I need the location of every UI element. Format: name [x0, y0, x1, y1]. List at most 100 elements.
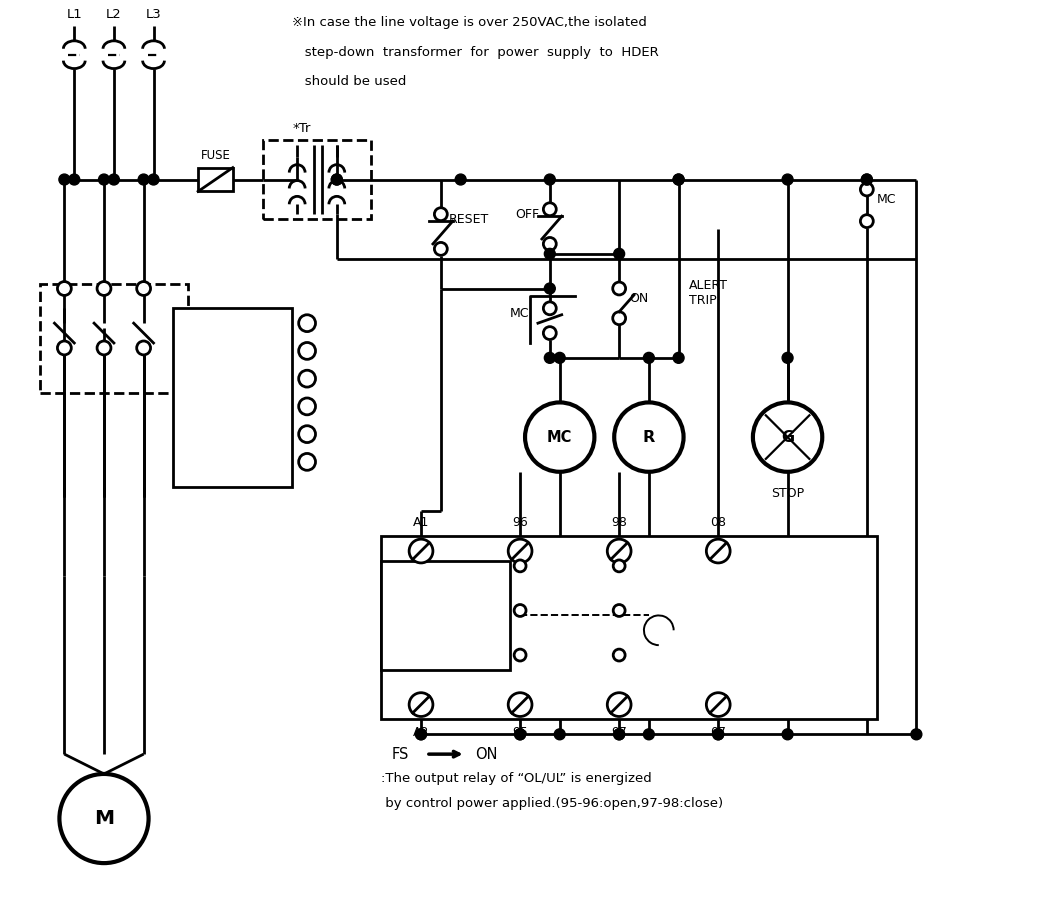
- Circle shape: [782, 174, 793, 185]
- Circle shape: [673, 174, 684, 185]
- Text: R: R: [642, 430, 655, 445]
- Bar: [174, 309, 293, 487]
- Circle shape: [508, 539, 532, 563]
- Text: MC: MC: [198, 336, 218, 350]
- Circle shape: [614, 560, 625, 572]
- Circle shape: [455, 174, 466, 185]
- Text: by control power applied.(95-96:open,97-98:close): by control power applied.(95-96:open,97-…: [382, 797, 724, 810]
- Circle shape: [643, 353, 654, 363]
- Circle shape: [138, 174, 149, 185]
- Text: MC: MC: [510, 307, 530, 319]
- Bar: [39, 283, 189, 393]
- Circle shape: [861, 183, 873, 196]
- Circle shape: [614, 403, 684, 472]
- Circle shape: [673, 174, 684, 185]
- Circle shape: [862, 174, 872, 185]
- Circle shape: [862, 174, 872, 185]
- Circle shape: [99, 174, 109, 185]
- Circle shape: [299, 370, 316, 388]
- Circle shape: [137, 341, 151, 355]
- Circle shape: [673, 353, 684, 363]
- Circle shape: [544, 203, 556, 215]
- Bar: [382, 536, 877, 719]
- Text: step-down  transformer  for  power  supply  to  HDER: step-down transformer for power supply t…: [293, 46, 659, 59]
- Circle shape: [332, 174, 342, 185]
- Circle shape: [299, 454, 316, 470]
- Circle shape: [416, 729, 426, 740]
- Text: ON: ON: [629, 292, 649, 305]
- Circle shape: [514, 649, 526, 661]
- Circle shape: [614, 729, 624, 740]
- Bar: [263, 140, 371, 219]
- Circle shape: [706, 539, 730, 563]
- Circle shape: [782, 729, 793, 740]
- Text: ON: ON: [476, 746, 498, 762]
- Circle shape: [332, 174, 342, 185]
- Text: 08: 08: [710, 517, 726, 529]
- Text: should be used: should be used: [293, 75, 407, 89]
- Circle shape: [712, 729, 724, 740]
- Text: ※In case the line voltage is over 250VAC,the isolated: ※In case the line voltage is over 250VAC…: [293, 16, 647, 29]
- Text: G: G: [781, 430, 794, 445]
- Circle shape: [554, 729, 565, 740]
- Text: HDER-3DE: HDER-3DE: [226, 365, 240, 430]
- Text: STOP: STOP: [771, 487, 805, 500]
- Text: MC: MC: [877, 193, 897, 205]
- Circle shape: [299, 426, 316, 442]
- Circle shape: [525, 403, 595, 472]
- Text: HDER
-3DE: HDER -3DE: [428, 601, 463, 630]
- Bar: [382, 561, 510, 670]
- Circle shape: [416, 729, 426, 740]
- Text: A2: A2: [412, 727, 429, 739]
- Circle shape: [299, 398, 316, 414]
- Text: FUSE: FUSE: [201, 149, 231, 161]
- Text: RESET: RESET: [448, 213, 489, 226]
- Circle shape: [299, 315, 316, 332]
- Circle shape: [545, 174, 555, 185]
- Circle shape: [59, 174, 70, 185]
- Circle shape: [545, 353, 555, 363]
- Circle shape: [69, 174, 80, 185]
- Circle shape: [514, 605, 526, 616]
- Text: ALERT
TRIP: ALERT TRIP: [689, 280, 727, 308]
- Circle shape: [712, 729, 724, 740]
- Circle shape: [435, 208, 447, 221]
- Text: MC: MC: [547, 430, 572, 445]
- Text: L3: L3: [145, 8, 161, 21]
- Circle shape: [57, 341, 71, 355]
- Text: FS: FS: [391, 746, 409, 762]
- Circle shape: [614, 605, 625, 616]
- Text: AL
/UL: AL /UL: [630, 570, 648, 591]
- Circle shape: [59, 774, 148, 863]
- Circle shape: [545, 248, 555, 259]
- Circle shape: [643, 729, 654, 740]
- Text: A1: A1: [412, 517, 429, 529]
- Circle shape: [607, 692, 631, 717]
- Circle shape: [435, 242, 447, 256]
- Circle shape: [299, 343, 316, 360]
- Bar: [198, 168, 233, 191]
- Circle shape: [613, 282, 625, 295]
- Circle shape: [614, 649, 625, 661]
- Text: OL
/UL: OL /UL: [526, 570, 544, 591]
- Text: 97: 97: [612, 727, 628, 739]
- Circle shape: [861, 214, 873, 228]
- Circle shape: [614, 729, 624, 740]
- Text: L1: L1: [67, 8, 82, 21]
- Circle shape: [148, 174, 159, 185]
- Circle shape: [613, 312, 625, 325]
- Circle shape: [98, 341, 111, 355]
- Circle shape: [409, 539, 432, 563]
- Text: 98: 98: [612, 517, 628, 529]
- Text: :The output relay of “OL/UL” is energized: :The output relay of “OL/UL” is energize…: [382, 772, 652, 786]
- Circle shape: [544, 302, 556, 315]
- Circle shape: [544, 327, 556, 340]
- Circle shape: [607, 539, 631, 563]
- Circle shape: [57, 282, 71, 295]
- Circle shape: [911, 729, 922, 740]
- Circle shape: [108, 174, 120, 185]
- Circle shape: [515, 729, 526, 740]
- Text: 07: 07: [710, 727, 726, 739]
- Text: 96: 96: [512, 517, 528, 529]
- Circle shape: [508, 692, 532, 717]
